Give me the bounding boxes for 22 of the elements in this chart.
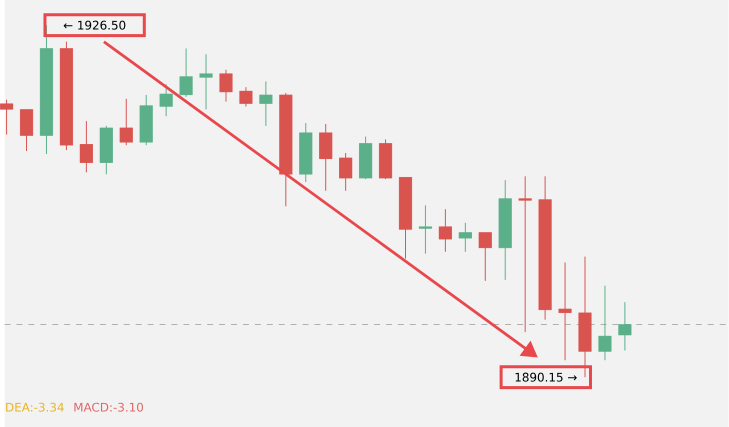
candlestick — [120, 98, 133, 146]
candlestick — [598, 285, 612, 361]
candlestick — [438, 208, 452, 252]
candlestick — [339, 152, 352, 192]
candlestick — [0, 99, 14, 136]
candlestick — [618, 302, 632, 352]
candlestick — [418, 204, 432, 254]
annotation: ← 1926.50 — [64, 20, 126, 30]
candlestick — [518, 176, 532, 333]
candlestick — [478, 232, 492, 282]
candlestick — [80, 120, 93, 173]
annotation: DEA:-3.34 — [6, 402, 64, 412]
candlestick — [219, 69, 233, 102]
annotation: 1890.15 → — [516, 372, 577, 382]
candlestick — [180, 48, 193, 98]
candlestick — [199, 54, 213, 110]
candlestick — [458, 222, 472, 252]
candlestick — [160, 84, 173, 117]
candlestick — [239, 86, 253, 107]
candlestick — [259, 80, 272, 126]
candlestick — [558, 262, 572, 361]
annotation: MACD:-3.10 — [74, 402, 144, 412]
